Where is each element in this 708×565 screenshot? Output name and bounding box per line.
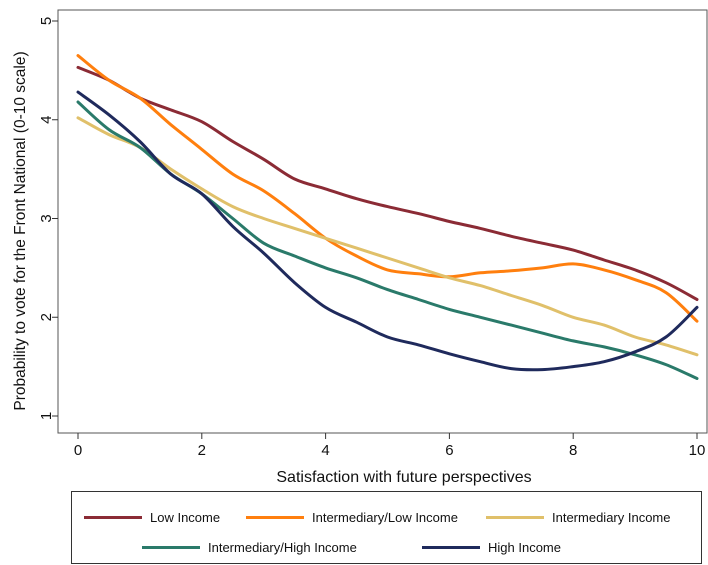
series-line-intermediary-low-income [76,54,699,323]
x-tick-label: 10 [689,442,706,459]
legend-item-intermediary-income: Intermediary Income [486,510,671,525]
x-tick-label: 4 [321,442,329,459]
y-tick-label: 2 [38,313,55,321]
x-tick-label: 0 [74,442,82,459]
legend-label: Intermediary/High Income [208,540,357,555]
y-tick-label: 3 [38,214,55,222]
legend-swatch [246,516,304,519]
series-line-high-income [76,90,699,372]
y-axis-label: Probability to vote for the Front Nation… [12,51,29,410]
y-tick-label: 1 [38,412,55,420]
y-tick-label: 5 [38,17,55,25]
legend-swatch [142,546,200,549]
axes: 1 2 3 4 5 0 2 4 6 8 10 [38,9,708,459]
legend-label: High Income [488,540,561,555]
legend-item-intermediary-high-income: Intermediary/High Income [142,540,357,555]
legend-swatch [84,516,142,519]
legend-item-high-income: High Income [422,540,561,555]
x-tick-label: 8 [569,442,577,459]
legend-item-low-income: Low Income [84,510,220,525]
plot-frame [57,9,708,434]
legend: Low Income Intermediary/Low Income Inter… [71,491,702,564]
x-tick-label: 6 [445,442,453,459]
y-tick-label: 4 [38,116,55,124]
series-line-intermediary-income [76,116,699,357]
series-layer [76,54,699,380]
x-tick-label: 2 [198,442,206,459]
legend-swatch [486,516,544,519]
legend-label: Low Income [150,510,221,525]
legend-item-intermediary-low-income: Intermediary/Low Income [246,510,458,525]
legend-swatch [422,546,480,549]
line-chart: 1 2 3 4 5 0 2 4 6 8 10 Satisfaction with future pe… [12,9,708,486]
legend-label: Intermediary Income [552,510,671,525]
legend-label: Intermediary/Low Income [312,510,458,525]
series-line-low-income [76,65,699,301]
x-axis-label: Satisfaction with future perspectives [276,469,531,486]
